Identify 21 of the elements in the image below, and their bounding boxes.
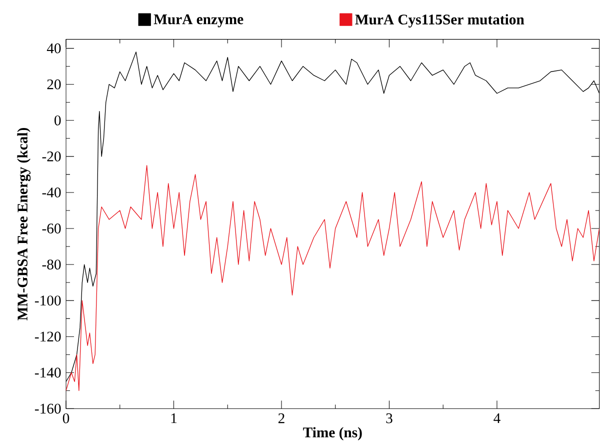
y-tick-label: 0 [54, 115, 61, 126]
legend-label: MurA enzyme [154, 14, 244, 28]
x-tick-label: 1 [171, 413, 177, 424]
y-tick-label: -40 [42, 188, 61, 198]
y-axis-title: MM-GBSA Free Energy (kcal) [17, 128, 31, 320]
x-axis-title: Time (ns) [303, 427, 362, 440]
y-tick-label: -100 [34, 296, 61, 306]
x-tick-label: 4 [494, 413, 500, 424]
y-tick-label: -120 [34, 332, 61, 342]
line-series [66, 165, 600, 391]
y-tick-label: -80 [42, 260, 61, 270]
y-tick-label: -20 [42, 151, 61, 162]
y-tick-label: -160 [34, 404, 61, 414]
x-tick-label: 0 [62, 413, 70, 424]
y-tick-label: 20 [47, 79, 61, 90]
legend-label: MurA Cys115Ser mutation [355, 14, 524, 28]
y-tick-label: -60 [42, 224, 61, 234]
y-tick-label: 40 [46, 43, 61, 54]
x-tick-label: 2 [278, 413, 284, 424]
x-tick-label: 3 [386, 413, 392, 424]
y-tick-label: -140 [34, 368, 61, 378]
